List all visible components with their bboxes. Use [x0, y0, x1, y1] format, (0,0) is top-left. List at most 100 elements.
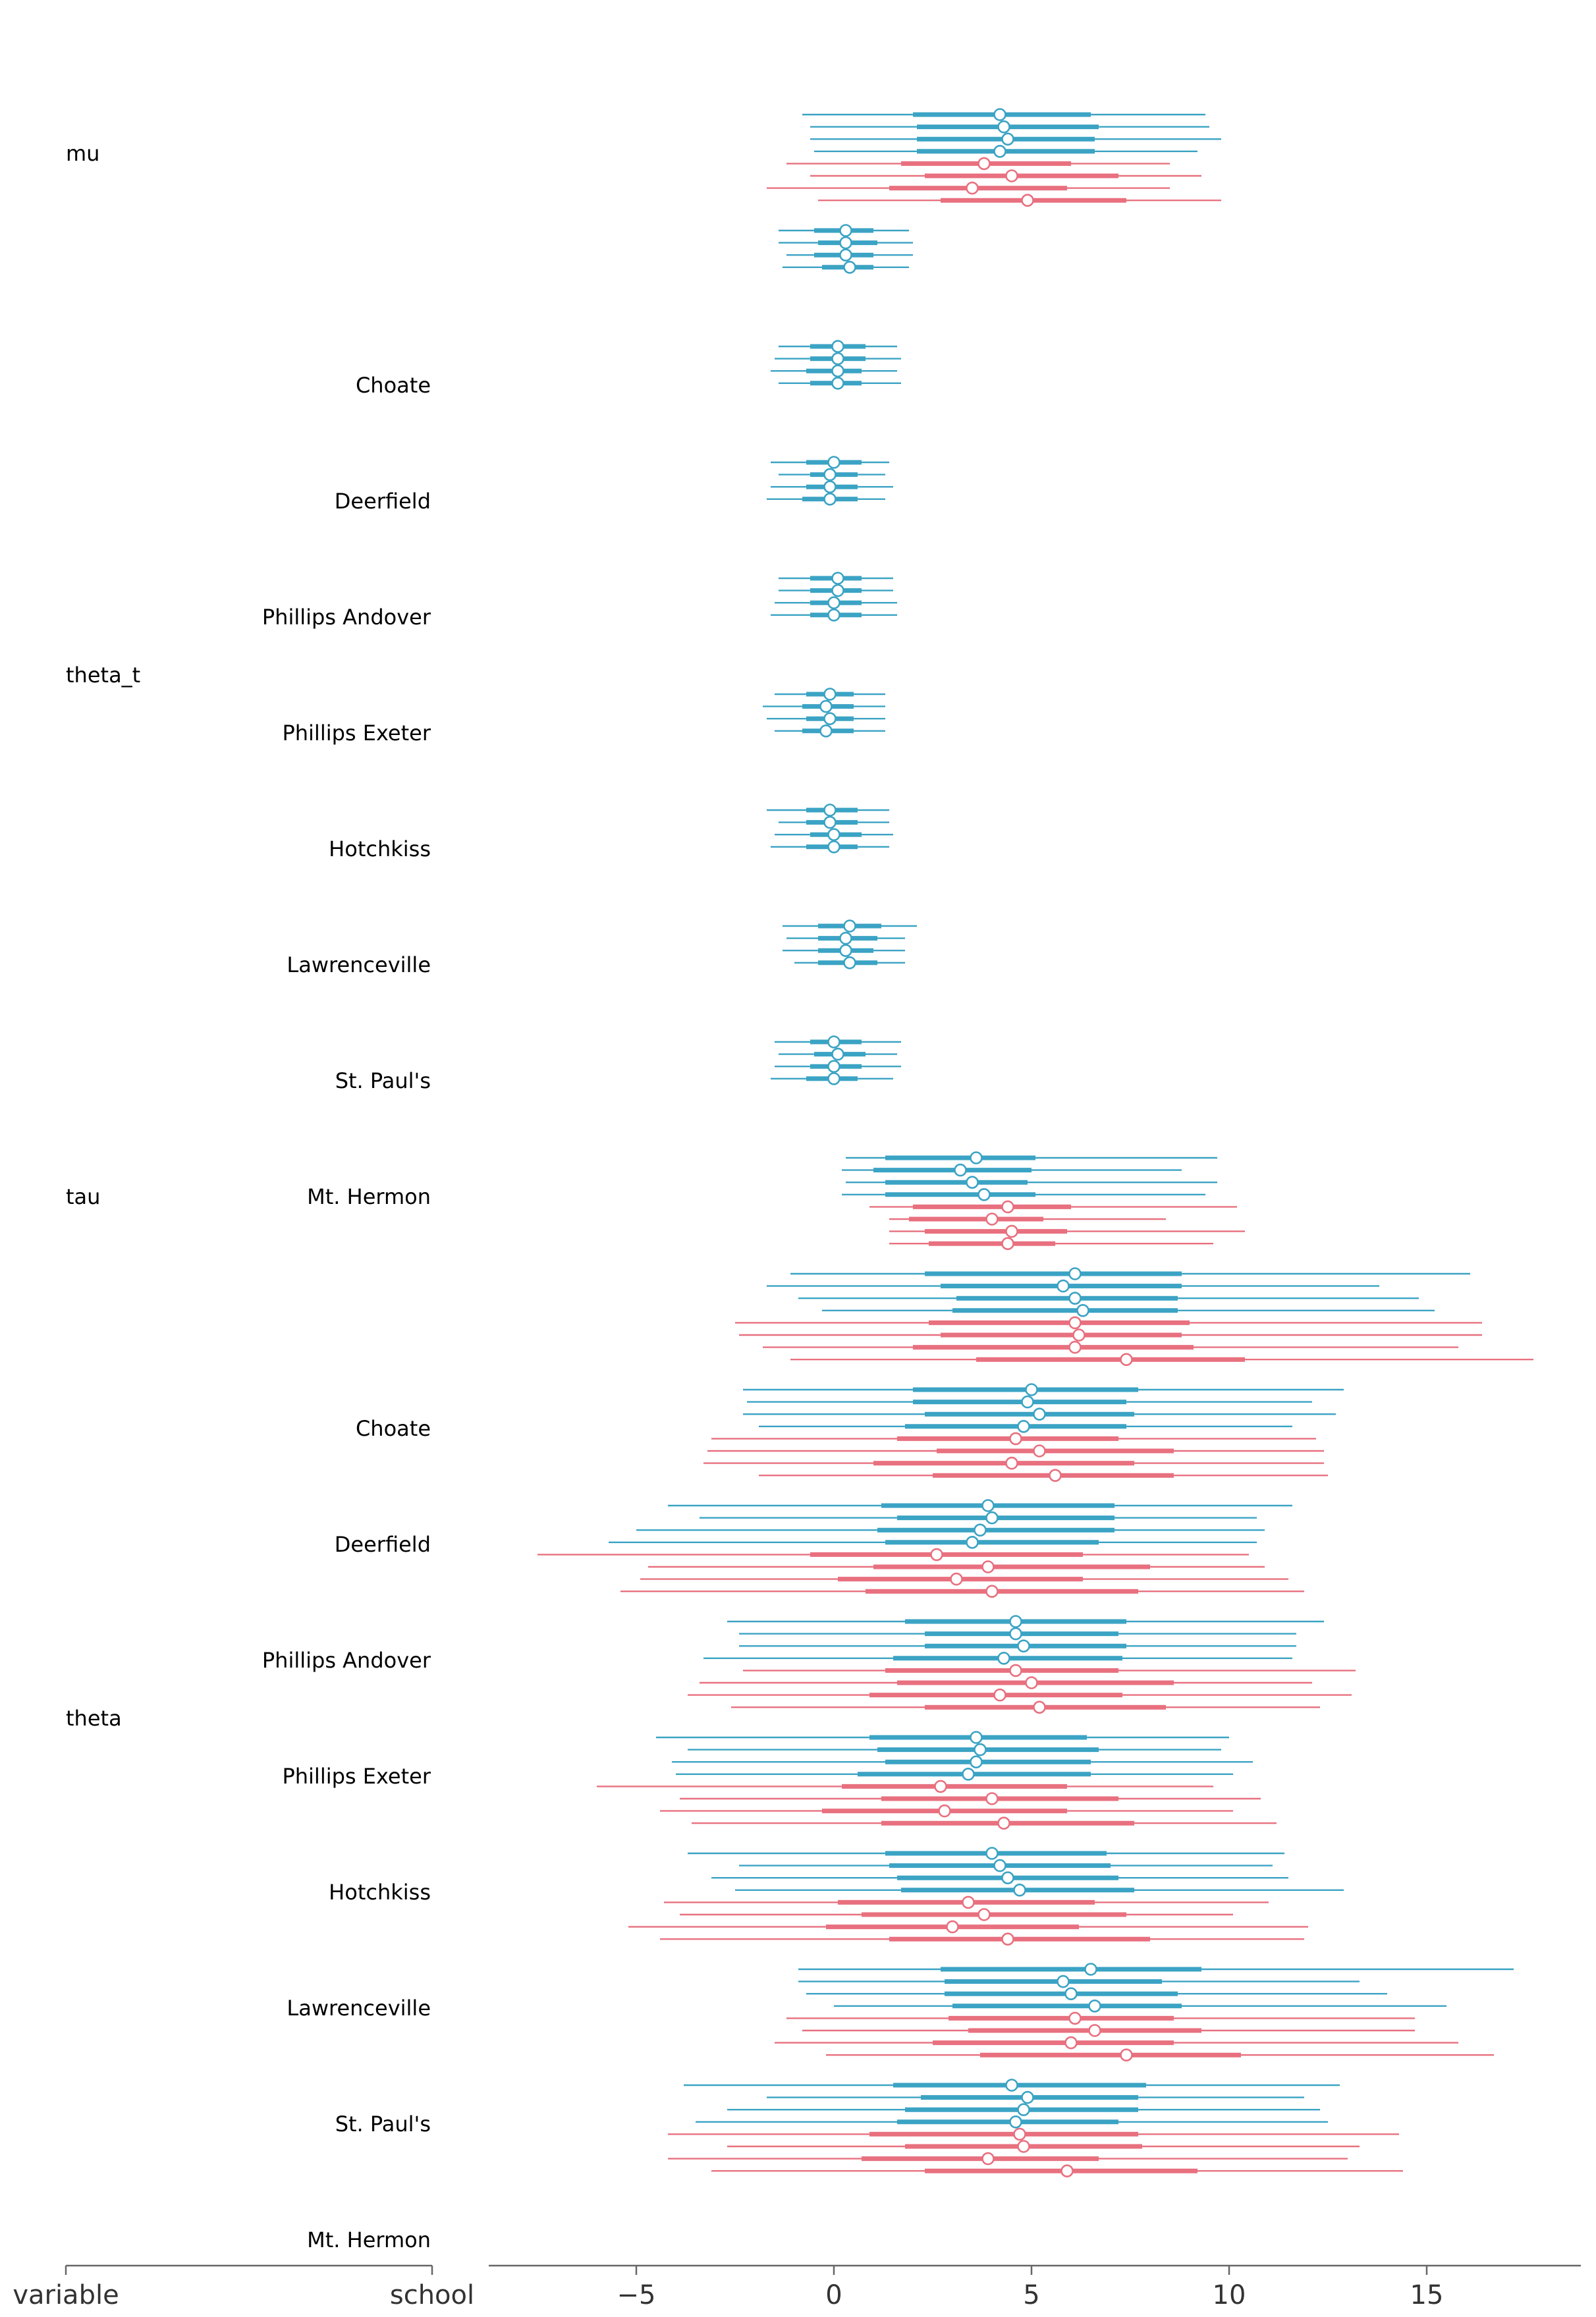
forest-row	[703, 1383, 1344, 1482]
point-estimate	[823, 492, 837, 506]
point-estimate	[977, 1908, 991, 1921]
chain-estimate	[759, 1420, 1292, 1433]
forest-row	[842, 1151, 1245, 1250]
point-estimate	[981, 1560, 995, 1573]
point-estimate	[1001, 1200, 1014, 1214]
chain-estimate	[783, 260, 909, 274]
point-estimate	[966, 181, 979, 195]
chain-estimate	[688, 1847, 1284, 1860]
chain-estimate	[775, 1035, 901, 1049]
chain-estimate	[786, 248, 913, 262]
chain-estimate	[696, 2115, 1328, 2129]
point-estimate	[1001, 132, 1014, 146]
chain-estimate	[680, 1908, 1233, 1921]
chain-estimate	[869, 1200, 1237, 1214]
chain-estimate	[743, 1664, 1356, 1677]
point-estimate	[1017, 1420, 1030, 1433]
chain-estimate	[779, 815, 889, 829]
point-estimate	[1001, 1871, 1014, 1884]
chain-estimate	[727, 2140, 1360, 2153]
point-estimate	[981, 1499, 995, 1512]
forest-row	[771, 340, 901, 390]
point-estimate	[1076, 1304, 1089, 1317]
chain-estimate	[810, 169, 1201, 182]
forest-row	[767, 108, 1221, 207]
point-estimate	[985, 1213, 999, 1226]
point-estimate	[1005, 1456, 1018, 1470]
chain-estimate	[620, 1585, 1304, 1598]
point-estimate	[1072, 1328, 1086, 1342]
chain-estimate	[767, 712, 885, 725]
point-estimate	[970, 1755, 983, 1768]
point-estimate	[1068, 1340, 1082, 1354]
chain-estimate	[767, 2090, 1304, 2104]
forest-row	[767, 804, 893, 854]
point-estimate	[823, 804, 837, 817]
chain-estimate	[648, 1560, 1265, 1573]
chain-estimate	[672, 1755, 1253, 1768]
point-estimate	[839, 236, 852, 250]
chain-estimate	[806, 1987, 1387, 2000]
point-estimate	[819, 724, 833, 738]
school-label: Phillips Andover	[262, 605, 431, 630]
point-estimate	[823, 815, 837, 829]
point-estimate	[1009, 1615, 1022, 1628]
point-estimate	[977, 1188, 991, 1201]
point-estimate	[985, 1585, 999, 1598]
point-estimate	[823, 712, 837, 725]
point-estimate	[827, 1072, 840, 1085]
point-estimate	[843, 260, 856, 274]
chain-estimate	[771, 1072, 893, 1085]
chain-estimate	[779, 376, 901, 390]
x-ticks: −5 0 5 10 15	[617, 2266, 1444, 2310]
point-estimate	[831, 352, 844, 366]
school-label: St. Paul's	[335, 1068, 431, 1093]
point-estimate	[831, 1047, 844, 1061]
chain-estimate	[537, 1548, 1249, 1562]
chain-estimate	[609, 1536, 1257, 1549]
point-estimate	[1009, 1432, 1022, 1446]
chain-estimate	[771, 480, 893, 494]
point-estimate	[1009, 1627, 1022, 1641]
chain-estimate	[668, 1499, 1292, 1512]
point-estimate	[831, 340, 844, 353]
x-tick-label: −5	[617, 2280, 656, 2310]
chain-estimate	[688, 1688, 1352, 1702]
point-estimate	[1064, 1987, 1078, 2000]
x-tick-label: 0	[825, 2280, 842, 2310]
point-estimate	[1057, 1279, 1070, 1293]
point-estimate	[962, 1768, 975, 1781]
point-estimate	[1021, 2090, 1034, 2104]
point-estimate	[970, 1151, 983, 1164]
chain-estimate	[660, 1804, 1233, 1818]
chain-estimate	[640, 1572, 1288, 1586]
chain-estimate	[775, 2036, 1458, 2050]
point-estimate	[985, 1847, 999, 1860]
point-estimate	[819, 699, 833, 713]
chain-estimate	[703, 1652, 1292, 1665]
chain-estimate	[810, 120, 1209, 134]
chain-estimate	[826, 2048, 1494, 2061]
point-estimate	[997, 1652, 1010, 1665]
point-estimate	[1033, 1407, 1046, 1421]
point-estimate	[1021, 194, 1034, 207]
school-label: Phillips Exeter	[282, 1764, 431, 1789]
school-label: Choate	[356, 373, 431, 398]
variable-label: theta_t	[66, 663, 140, 688]
point-estimate	[843, 919, 856, 933]
chain-estimate	[700, 1676, 1312, 1689]
point-estimate	[827, 840, 840, 854]
forest-row	[767, 456, 893, 506]
chain-estimate	[889, 1224, 1245, 1238]
school-label: Choate	[356, 1416, 431, 1441]
point-estimate	[839, 224, 852, 237]
chain-estimate	[846, 1176, 1217, 1189]
forest-row	[775, 1963, 1514, 2061]
chain-estimate	[802, 2024, 1415, 2037]
chain-estimate	[775, 1060, 901, 1073]
point-estimate	[930, 1548, 943, 1562]
x-tick-label: 15	[1410, 2280, 1444, 2310]
chain-estimate	[889, 1237, 1213, 1250]
point-estimate	[954, 1163, 967, 1177]
chain-estimate	[767, 804, 889, 817]
